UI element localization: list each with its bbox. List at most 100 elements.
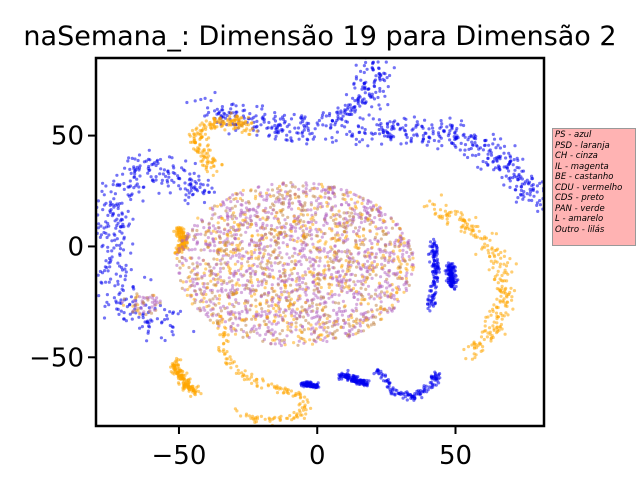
mixed-point (310, 342, 315, 346)
blue-point (206, 106, 210, 110)
mixed-point (310, 304, 314, 308)
blue-point (381, 53, 384, 56)
mixed-point (385, 286, 389, 290)
mixed-point (315, 247, 319, 251)
blue-point (364, 60, 368, 65)
orange-point (462, 347, 466, 352)
mixed-point (320, 189, 324, 193)
blue-point (124, 319, 128, 323)
mixed-point (315, 230, 319, 234)
blue-point (452, 279, 456, 283)
blue-point (538, 199, 542, 203)
mixed-point (338, 224, 342, 228)
orange-point (282, 390, 286, 395)
orange-point (245, 127, 249, 131)
blue-point (303, 115, 307, 119)
blue-point (312, 135, 316, 139)
mixed-point (215, 297, 219, 301)
orange-point (303, 403, 307, 407)
mixed-point (216, 277, 220, 281)
orange-point (509, 286, 513, 290)
orange-point (245, 377, 249, 381)
mixed-point (288, 194, 292, 198)
mixed-point (391, 249, 395, 253)
mixed-point (379, 214, 384, 218)
orange-point (242, 378, 246, 382)
mixed-point (301, 287, 305, 291)
mixed-point (377, 213, 381, 217)
mixed-point (180, 245, 184, 249)
blue-point (430, 298, 434, 302)
mixed-point (330, 206, 334, 210)
blue-point (527, 198, 531, 202)
mixed-point (323, 231, 327, 236)
blue-point (370, 137, 374, 141)
blue-point (402, 392, 406, 396)
mixed-point (131, 304, 135, 308)
blue-point (377, 127, 381, 132)
mixed-point (393, 297, 397, 301)
blue-point (427, 385, 431, 389)
blue-point (156, 161, 160, 165)
blue-point (255, 133, 259, 137)
blue-point (388, 389, 392, 393)
orange-point (306, 400, 310, 404)
mixed-point (238, 214, 242, 218)
blue-point (121, 222, 125, 226)
mixed-point (278, 332, 282, 336)
blue-point (446, 134, 450, 138)
blue-point (199, 97, 203, 102)
mixed-point (359, 312, 363, 316)
mixed-point (307, 321, 311, 325)
orange-point (179, 368, 183, 372)
mixed-point (316, 234, 320, 238)
orange-point (460, 213, 464, 217)
orange-point (495, 260, 499, 264)
mixed-point (354, 306, 358, 310)
blue-point (530, 188, 534, 192)
orange-point (504, 271, 508, 275)
mixed-point (379, 226, 384, 230)
mixed-point (206, 236, 210, 240)
mixed-point (293, 314, 297, 318)
mixed-point (358, 225, 362, 229)
blue-point (377, 103, 381, 107)
mixed-point (190, 248, 194, 252)
mixed-point (354, 238, 358, 243)
mixed-point (406, 245, 410, 249)
mixed-point (190, 256, 194, 260)
mixed-point (395, 290, 399, 294)
blue-point (120, 268, 125, 272)
blue-point (511, 163, 515, 167)
mixed-point (302, 220, 306, 224)
mixed-point (262, 198, 266, 202)
blue-point (138, 164, 142, 168)
mixed-point (363, 206, 367, 210)
blue-point (450, 141, 454, 145)
mixed-point (396, 287, 400, 291)
mixed-point (322, 276, 326, 280)
mixed-point (263, 291, 267, 296)
mixed-point (311, 242, 315, 246)
mixed-point (277, 221, 282, 225)
mixed-point (220, 320, 224, 324)
blue-point (530, 184, 534, 188)
blue-point (530, 177, 534, 181)
orange-point (218, 333, 222, 337)
mixed-point (357, 229, 361, 233)
mixed-point (260, 237, 264, 241)
blue-point (192, 329, 196, 334)
orange-point (270, 417, 274, 421)
mixed-point (264, 332, 268, 336)
blue-point (278, 117, 282, 121)
mixed-point (237, 301, 241, 306)
blue-point (446, 261, 450, 265)
mixed-point (213, 244, 217, 248)
mixed-point (231, 321, 235, 326)
orange-point (187, 388, 192, 392)
mixed-point (136, 307, 140, 311)
mixed-point (282, 338, 286, 342)
mixed-point (196, 216, 200, 220)
orange-point (444, 213, 448, 217)
blue-point (96, 199, 100, 203)
